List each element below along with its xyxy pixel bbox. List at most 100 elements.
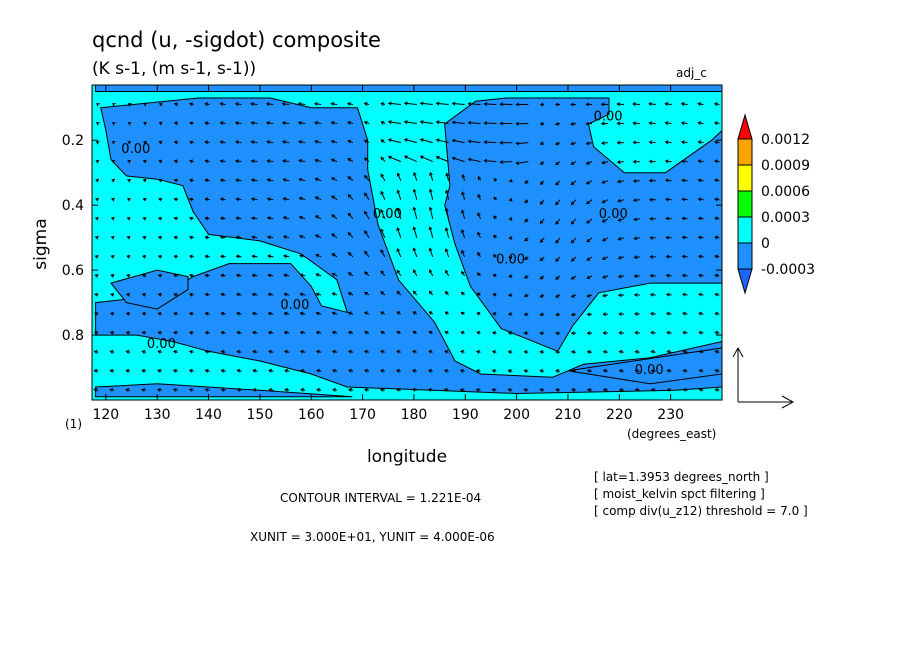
wind-vector-head — [283, 349, 288, 354]
wind-vector — [429, 227, 434, 238]
wind-vector-head — [586, 312, 591, 317]
wind-vector-head — [93, 388, 98, 392]
wind-vector-head — [204, 197, 209, 202]
wind-vector-head — [110, 235, 115, 240]
wind-vector — [571, 218, 577, 225]
wind-vector-head — [681, 292, 686, 297]
wind-vector-head — [331, 292, 336, 296]
wind-vector-head — [634, 311, 638, 316]
wind-vector-head — [444, 227, 449, 232]
wind-vector-head — [331, 330, 336, 335]
wind-vector-head — [697, 235, 702, 240]
wind-vector-head — [632, 102, 636, 107]
wind-vector-head — [698, 388, 703, 392]
wind-vector-head — [616, 102, 621, 107]
wind-vector-head — [601, 160, 606, 165]
wind-vector — [314, 103, 322, 105]
wind-vector-head — [283, 330, 288, 335]
wind-vector-head — [380, 102, 385, 106]
wind-vector-head — [172, 388, 177, 392]
wind-vector-head — [616, 121, 621, 126]
panel-label: (1) — [65, 417, 82, 431]
wind-vector-head — [380, 349, 384, 354]
wind-vector-head — [403, 101, 408, 106]
wind-vector-head — [283, 292, 288, 297]
wind-vector-head — [220, 292, 225, 297]
wind-vector-head — [600, 102, 605, 107]
wind-vector-head — [204, 368, 209, 373]
wind-vector-head — [524, 218, 529, 223]
wind-vector-head — [477, 212, 481, 217]
wind-vector-head — [234, 102, 239, 106]
colorbar-above-arrow — [737, 113, 753, 140]
wind-vector-head — [111, 178, 116, 183]
wind-vector-head — [204, 388, 209, 392]
wind-vector-head — [111, 160, 116, 164]
wind-vector-head — [632, 179, 637, 183]
wind-vector-head — [649, 311, 654, 316]
wind-vector-head — [314, 121, 318, 125]
wind-vector-head — [570, 258, 575, 262]
wind-vector-head — [250, 140, 255, 144]
wind-vector-head — [697, 197, 702, 202]
wind-vector-head — [428, 290, 433, 295]
wind-vector-head — [127, 122, 132, 126]
wind-vector — [665, 103, 672, 105]
wind-vector-head — [539, 294, 544, 298]
wind-vector — [299, 159, 306, 163]
wind-vector-head — [403, 120, 408, 124]
figure-units: (K s-1, (m s-1, s-1)) — [92, 59, 256, 79]
wind-vector — [364, 230, 370, 239]
wind-vector-head — [110, 216, 115, 221]
wind-vector — [461, 250, 466, 258]
wind-vector — [331, 195, 338, 201]
wind-vector-head — [157, 330, 162, 335]
wind-vector-head — [158, 197, 162, 202]
wind-vector — [348, 232, 354, 239]
wind-vector-head — [555, 201, 559, 206]
wind-vector-head — [314, 177, 319, 182]
wind-vector-head — [188, 178, 193, 183]
wind-vector-head — [188, 235, 193, 240]
wind-vector — [315, 122, 322, 124]
wind-vector-head — [697, 121, 702, 125]
wind-vector-head — [602, 275, 606, 279]
wind-vector-head — [585, 102, 590, 107]
wind-vector-head — [714, 254, 719, 259]
wind-vector-head — [617, 274, 622, 279]
x-tick-label: 170 — [349, 407, 376, 423]
wind-vector-head — [539, 275, 544, 280]
wind-vector-head — [648, 197, 653, 202]
wind-vector-head — [648, 159, 653, 164]
wind-vector-head — [714, 292, 719, 297]
wind-vector — [380, 229, 386, 239]
wind-vector-head — [142, 235, 147, 240]
wind-vector-head — [347, 212, 352, 217]
wind-vector-head — [508, 178, 513, 183]
wind-vector — [665, 160, 672, 163]
wind-vector-head — [477, 231, 481, 236]
wind-vector-head — [570, 102, 574, 107]
wind-vector-head — [649, 292, 654, 297]
wind-vector — [468, 158, 481, 163]
wind-vector-head — [483, 158, 488, 163]
wind-vector-head — [126, 197, 131, 202]
wind-vector-head — [282, 216, 287, 220]
wind-vector-head — [332, 388, 336, 392]
wind-vector-head — [330, 139, 335, 144]
contour-label: 0.00 — [373, 207, 402, 222]
wind-vector-head — [476, 292, 481, 297]
wind-vector — [420, 138, 433, 144]
wind-vector — [570, 180, 577, 185]
wind-vector-head — [461, 249, 465, 254]
wind-vector-head — [331, 349, 336, 354]
wind-vector — [445, 270, 450, 277]
wind-vector-head — [601, 180, 606, 184]
wind-vector-head — [126, 273, 131, 278]
wind-vector-head — [539, 369, 544, 373]
wind-vector-head — [298, 158, 303, 163]
wind-vector-head — [157, 235, 162, 240]
wind-vector-head — [299, 254, 303, 258]
wind-vector-head — [281, 140, 286, 144]
wind-vector-head — [189, 159, 193, 164]
